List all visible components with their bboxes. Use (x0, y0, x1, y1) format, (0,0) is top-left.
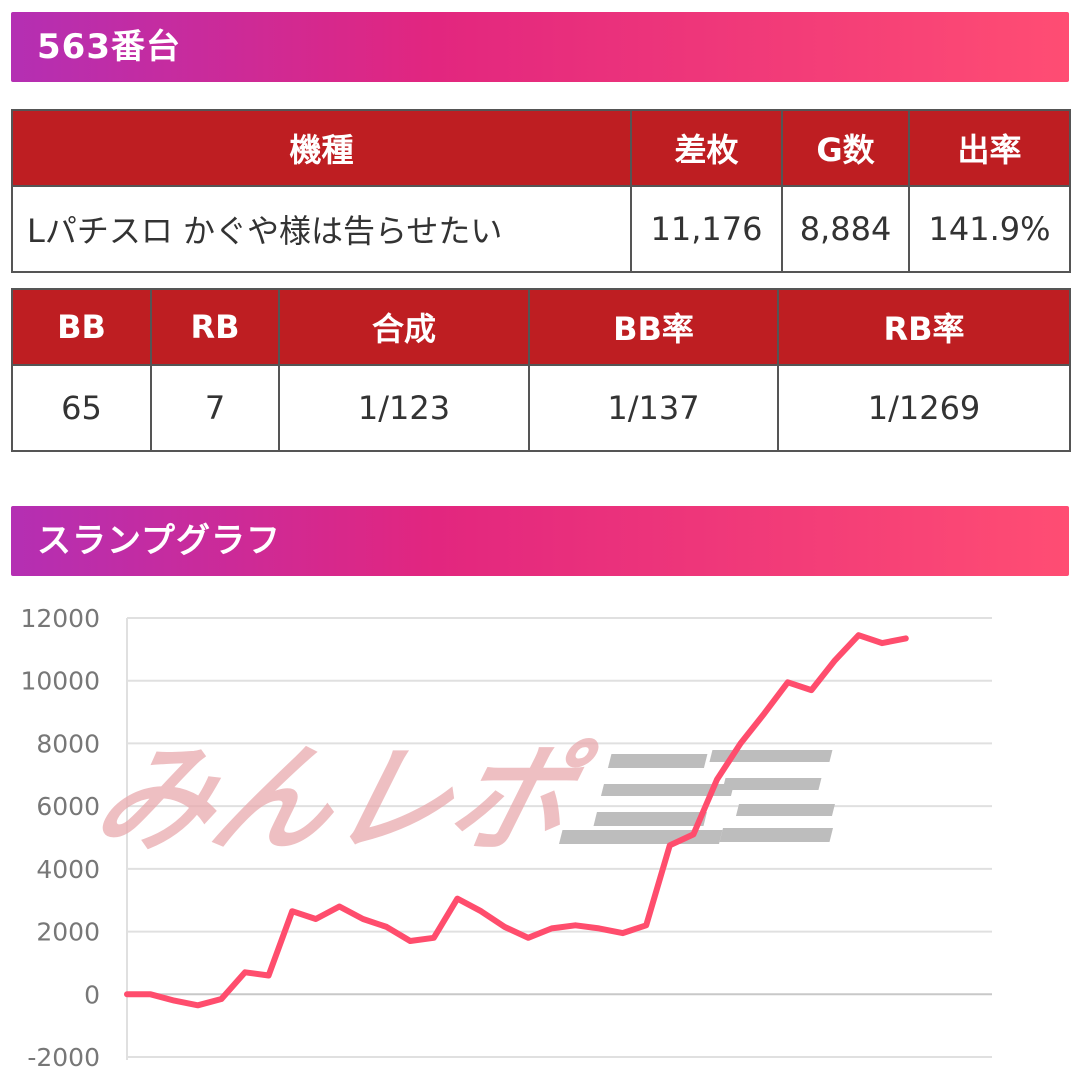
y-tick-label: -2000 (27, 1043, 100, 1072)
machine-number-title: 563番台 (37, 27, 181, 67)
summary-data-row: Lパチスロ かぐや様は告らせたい 11,176 8,884 141.9% (11, 185, 1071, 273)
machine-model-value: Lパチスロ かぐや様は告らせたい (11, 185, 632, 273)
game-count-value: 8,884 (781, 185, 910, 273)
big-bonus-count: 65 (11, 364, 152, 452)
watermark-logo-text: みんレポ (81, 732, 604, 869)
summary-table: 機種 差枚 G数 出率 Lパチスロ かぐや様は告らせたい 11,176 8,88… (11, 109, 1071, 273)
y-tick-label: 10000 (20, 667, 100, 696)
y-tick-label: 4000 (36, 855, 100, 884)
y-tick-label: 6000 (36, 792, 100, 821)
chart-gridlines (127, 617, 992, 1058)
header-combined-rate: 合成 (278, 288, 530, 366)
big-bonus-rate-value: 1/137 (528, 364, 779, 452)
header-regular-bonus-rate: RB率 (777, 288, 1071, 366)
payout-rate-value: 141.9% (908, 185, 1071, 273)
machine-number-header: 563番台 (11, 12, 1069, 82)
summary-header-row: 機種 差枚 G数 出率 (11, 109, 1071, 187)
bonus-data-row: 65 7 1/123 1/137 1/1269 (11, 364, 1071, 452)
header-big-bonus-rate: BB率 (528, 288, 779, 366)
header-big-bonus: BB (11, 288, 152, 366)
slump-graph-chart: 12000 10000 8000 6000 4000 2000 0 -2000 みんレポ (20, 604, 992, 1072)
coin-difference-value: 11,176 (630, 185, 783, 273)
header-regular-bonus: RB (150, 288, 280, 366)
combined-rate-value: 1/123 (278, 364, 530, 452)
bonus-table: BB RB 合成 BB率 RB率 65 7 1/123 1/137 1/1269 (11, 288, 1071, 452)
regular-bonus-rate-value: 1/1269 (777, 364, 1071, 452)
y-tick-label: 2000 (36, 918, 100, 947)
header-machine-model: 機種 (11, 109, 632, 187)
watermark-logo: みんレポ (81, 732, 835, 869)
y-tick-labels: 12000 10000 8000 6000 4000 2000 0 -2000 (20, 604, 100, 1072)
header-payout-rate: 出率 (908, 109, 1071, 187)
header-game-count: G数 (781, 109, 910, 187)
header-coin-difference: 差枚 (630, 109, 783, 187)
series-line (124, 632, 909, 1009)
y-tick-label: 8000 (36, 729, 100, 758)
regular-bonus-count: 7 (150, 364, 280, 452)
y-tick-label: 12000 (20, 604, 100, 633)
bonus-header-row: BB RB 合成 BB率 RB率 (11, 288, 1071, 366)
y-tick-label: 0 (84, 980, 100, 1009)
slump-graph-header: スランプグラフ (11, 506, 1069, 576)
slump-graph-title: スランプグラフ (37, 521, 281, 561)
